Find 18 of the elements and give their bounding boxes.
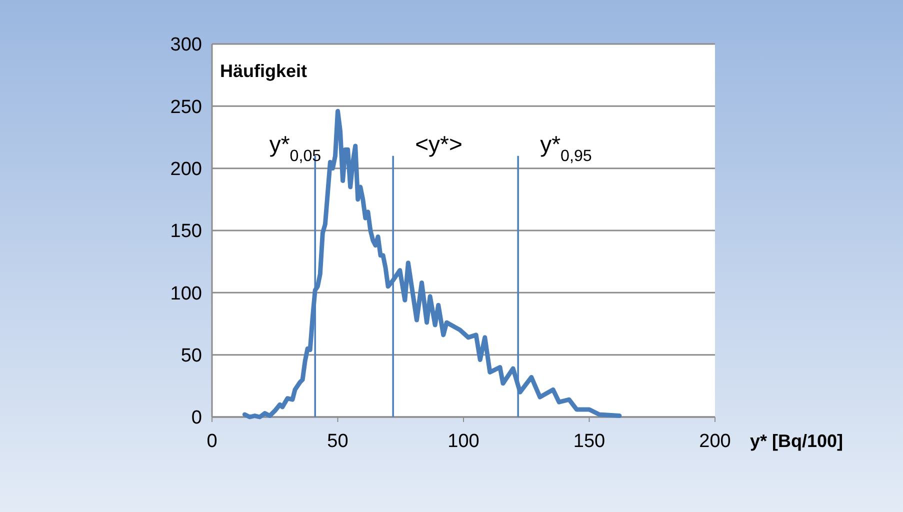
x-tick-label: 0 (206, 431, 218, 452)
y-tick-label: 100 (170, 283, 202, 304)
x-axis-title: y* [Bq/100] (750, 431, 844, 451)
ref-line-label: y*$_{0,95}$ (540, 130, 592, 165)
ref-line-label: y*$_{0,05}$ (269, 130, 322, 165)
x-tick-label: 150 (573, 431, 606, 452)
x-tick-label: 100 (448, 431, 480, 452)
y-tick-label: 300 (170, 34, 202, 56)
y-axis-title: Häufigkeit (220, 61, 308, 81)
line-series (242, 108, 622, 420)
y-tick-label: 250 (170, 96, 202, 118)
x-tick-label: 50 (327, 431, 348, 452)
x-tick-label: 200 (699, 431, 731, 452)
y-tick-label: 50 (180, 345, 202, 366)
ref-line-label: <y*> (415, 130, 462, 157)
y-tick-label: 150 (170, 221, 202, 242)
y-tick-label: 200 (170, 158, 202, 180)
y-tick-label: 0 (191, 408, 202, 429)
